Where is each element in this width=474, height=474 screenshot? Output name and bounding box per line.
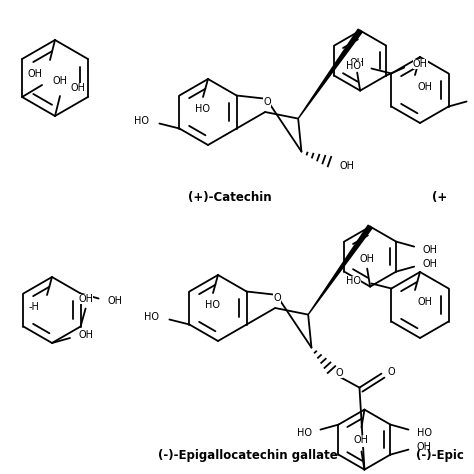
Text: OH: OH <box>78 293 93 303</box>
Text: OH: OH <box>360 254 374 264</box>
Text: -H: -H <box>28 302 39 312</box>
Text: OH: OH <box>27 69 43 79</box>
Text: (+)-Catechin: (+)-Catechin <box>188 191 272 204</box>
Text: HO: HO <box>144 311 159 321</box>
Text: O: O <box>388 366 395 377</box>
Text: HO: HO <box>417 428 432 438</box>
Text: OH: OH <box>423 259 438 269</box>
Text: OH: OH <box>418 82 432 92</box>
Text: OH: OH <box>417 442 432 452</box>
Text: OH: OH <box>418 297 432 307</box>
Text: HO: HO <box>134 116 149 126</box>
Text: HO: HO <box>206 300 220 310</box>
Text: OH: OH <box>413 59 428 69</box>
Text: OH: OH <box>354 437 369 447</box>
Text: OH: OH <box>53 76 68 86</box>
Text: HO: HO <box>297 428 312 438</box>
Text: OH: OH <box>79 330 93 340</box>
Text: O: O <box>336 368 343 378</box>
Text: HO: HO <box>346 275 361 285</box>
Text: OH: OH <box>107 297 122 307</box>
Text: O: O <box>264 97 271 107</box>
Text: (-)-Epigallocatechin gallate: (-)-Epigallocatechin gallate <box>158 448 338 462</box>
Text: (-)-Epic: (-)-Epic <box>416 448 464 462</box>
Text: (+: (+ <box>432 191 447 204</box>
Text: OH: OH <box>71 83 85 93</box>
Text: HO: HO <box>195 104 210 114</box>
Polygon shape <box>298 29 362 118</box>
Text: HO: HO <box>346 61 361 71</box>
Polygon shape <box>308 225 372 315</box>
Text: OH: OH <box>340 161 355 171</box>
Text: OH: OH <box>350 58 365 68</box>
Text: O: O <box>273 293 281 303</box>
Text: OH: OH <box>354 435 369 445</box>
Text: OH: OH <box>423 245 438 255</box>
